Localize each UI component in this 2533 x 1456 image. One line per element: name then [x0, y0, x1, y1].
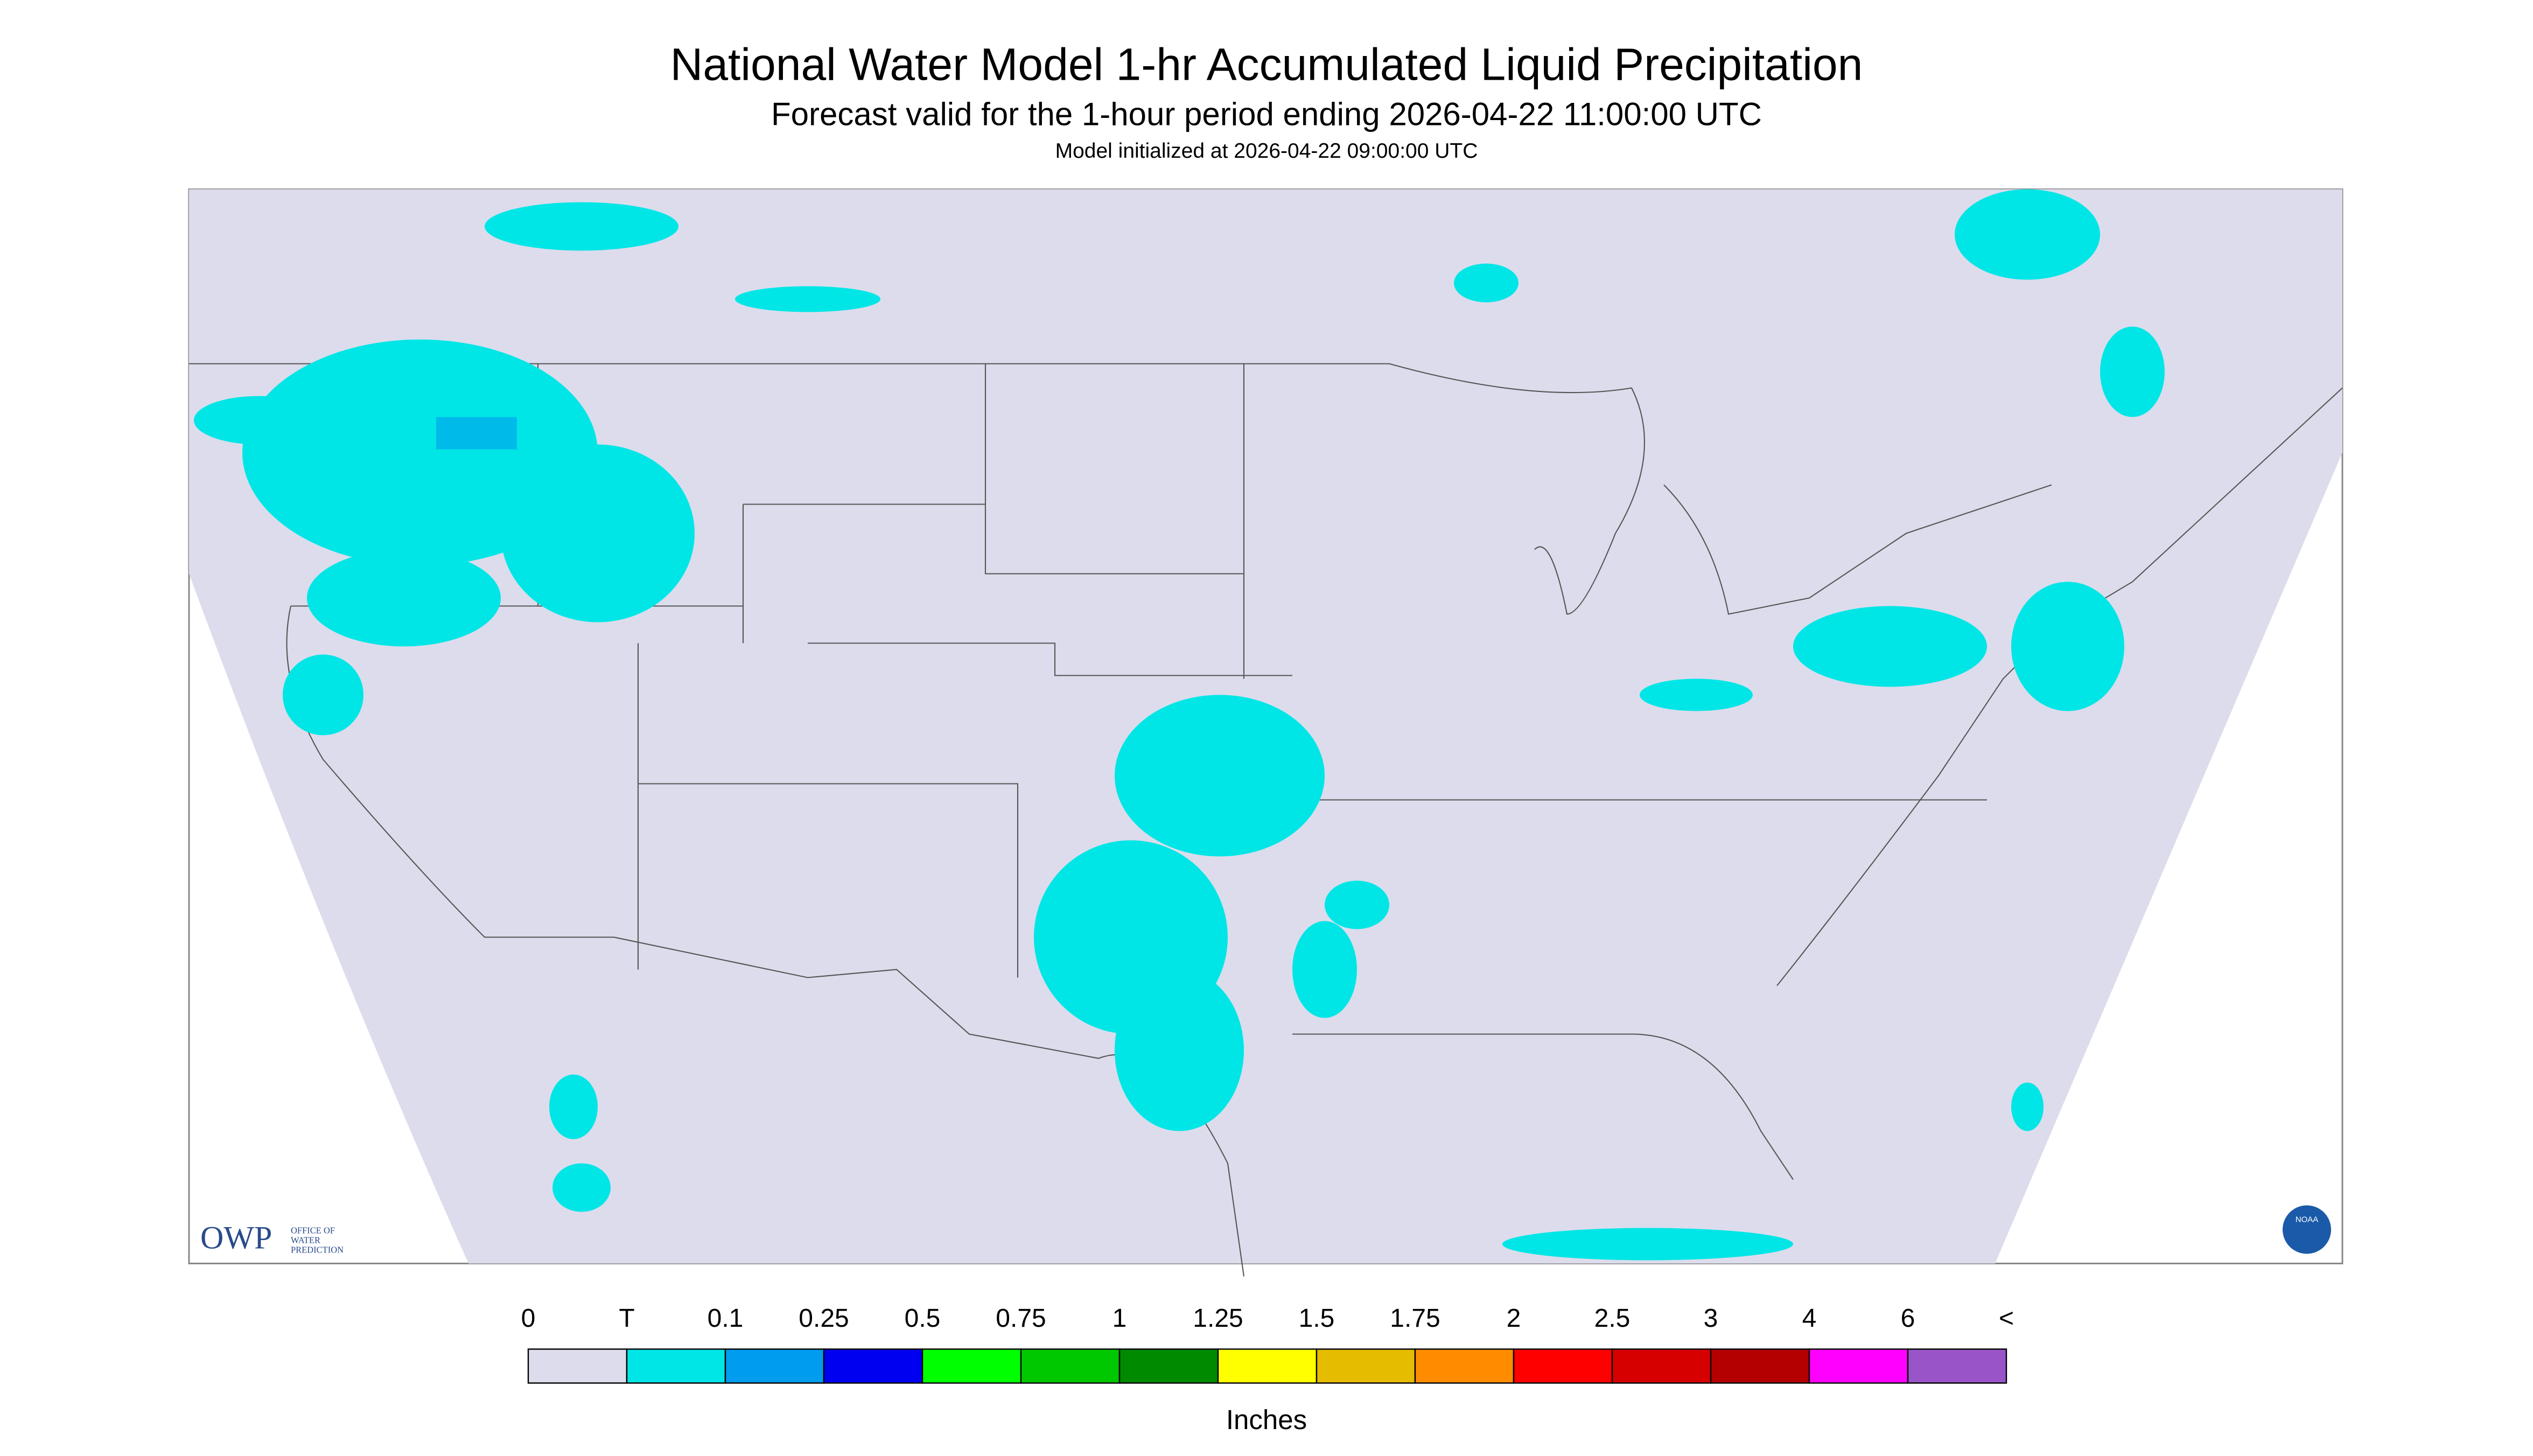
heavier-precip [436, 417, 517, 450]
legend-swatch [1907, 1348, 2007, 1384]
legend-label: 0.5 [905, 1304, 941, 1333]
legend-label: < [1999, 1304, 2014, 1333]
init-time: Model initialized at 2026-04-22 09:00:00… [1055, 139, 1478, 163]
legend-label: 6 [1901, 1304, 1915, 1333]
legend-swatch [1513, 1348, 1613, 1384]
legend-label: 1 [1112, 1304, 1127, 1333]
legend-swatch [1217, 1348, 1318, 1384]
legend-swatch [724, 1348, 825, 1384]
legend-swatch [823, 1348, 923, 1384]
logo-line: PREDICTION [291, 1244, 344, 1255]
legend-swatch [527, 1348, 628, 1384]
logo-line: WATER [291, 1235, 320, 1245]
legend-label: 0.25 [799, 1304, 849, 1333]
legend-swatch [1611, 1348, 1712, 1384]
legend-label: 1.75 [1390, 1304, 1440, 1333]
legend-label: 0 [521, 1304, 536, 1333]
subtitle: Forecast valid for the 1-hour period end… [771, 96, 1762, 132]
legend-label: 0.75 [996, 1304, 1046, 1333]
legend-swatch [1414, 1348, 1515, 1384]
legend-label: 1.25 [1193, 1304, 1243, 1333]
legend-label: 3 [1704, 1304, 1718, 1333]
legend-label: 4 [1802, 1304, 1817, 1333]
noaa-text: NOAA [2296, 1215, 2319, 1224]
legend-label: 0.1 [708, 1304, 744, 1333]
legend-swatch [626, 1348, 726, 1384]
legend-swatch [1710, 1348, 1810, 1384]
legend-unit: Inches [1226, 1404, 1307, 1435]
legend-swatch [1020, 1348, 1121, 1384]
logo-line: OFFICE OF [291, 1225, 335, 1235]
title: National Water Model 1-hr Accumulated Li… [670, 39, 1863, 90]
legend-label: 2 [1507, 1304, 1521, 1333]
noaa-badge [2283, 1205, 2331, 1254]
logo-acronym: OWP [200, 1220, 272, 1255]
legend-label: T [619, 1304, 634, 1333]
legend-swatch [1808, 1348, 1909, 1384]
legend: Inches 0 T 0.1 0.25 0.5 0.75 1 1.25 1.5 1.75 2 2.5 3… [521, 1304, 2014, 1435]
legend-swatch [1316, 1348, 1416, 1384]
precip-areas [194, 189, 2165, 1261]
legend-label: 2.5 [1594, 1304, 1631, 1333]
legend-swatch [921, 1348, 1022, 1384]
legend-swatch [1118, 1348, 1219, 1384]
legend-label: 1.5 [1299, 1304, 1335, 1333]
